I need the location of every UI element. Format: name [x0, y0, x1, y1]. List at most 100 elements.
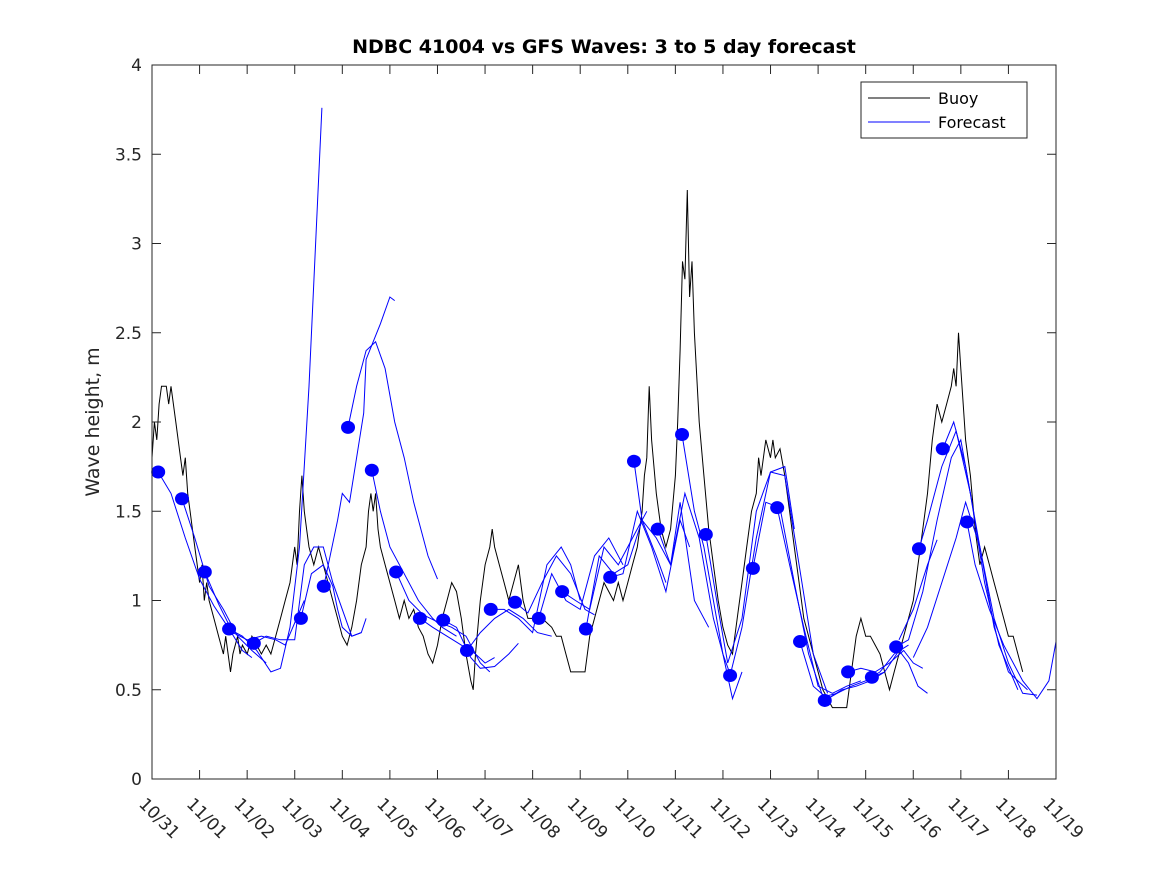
x-tick-label: 10/31	[134, 794, 183, 843]
x-tick-label: 11/02	[230, 794, 279, 843]
forecast-line	[514, 554, 595, 616]
forecast-start-dot	[770, 501, 785, 515]
forecast-start-dot	[197, 565, 212, 579]
forecast-line	[912, 500, 1028, 691]
legend-buoy-label: Buoy	[938, 89, 978, 108]
buoy-line	[151, 189, 1024, 709]
buoy-series	[151, 189, 1024, 709]
x-tick-label: 11/19	[1038, 794, 1087, 843]
forecast-line	[538, 537, 624, 619]
forecast-line	[585, 518, 667, 630]
forecast-line	[419, 617, 495, 664]
forecast-start-dot	[316, 579, 331, 593]
y-tick-label: 0	[131, 770, 142, 790]
y-tick-label: 1	[131, 592, 142, 612]
forecast-line	[898, 539, 938, 641]
forecast-start-dot	[841, 665, 856, 679]
forecast-line	[561, 511, 648, 611]
y-axis: 0 0.5 1 1.5 2 2.5 3 3.5 4	[115, 56, 1056, 790]
forecast-line	[776, 507, 862, 694]
x-tick-label: 11/03	[277, 794, 326, 843]
forecast-start-markers	[151, 420, 975, 707]
forecast-line	[871, 649, 928, 694]
y-tick-label: 2	[131, 413, 142, 433]
forecast-line	[942, 420, 1038, 696]
chart-title: NDBC 41004 vs GFS Waves: 3 to 5 day fore…	[352, 36, 856, 58]
y-tick-label: 3	[131, 235, 142, 255]
forecast-line	[610, 509, 691, 594]
x-tick-label: 11/18	[991, 794, 1040, 843]
forecast-start-dot	[911, 542, 926, 556]
forecast-start-dot	[508, 595, 523, 609]
y-axis-label: Wave height, m	[82, 347, 104, 496]
x-tick-label: 11/01	[182, 794, 231, 843]
x-tick-label: 11/09	[563, 794, 612, 843]
x-tick-label: 11/11	[658, 794, 707, 843]
forecast-start-dot	[698, 527, 713, 541]
y-tick-label: 2.5	[115, 324, 142, 344]
forecast-start-dot	[650, 522, 665, 536]
x-tick-label: 11/14	[801, 794, 850, 843]
forecast-line	[228, 107, 323, 673]
forecast-start-dot	[864, 670, 879, 684]
y-tick-label: 0.5	[115, 681, 142, 701]
forecast-start-dot	[364, 463, 379, 477]
forecast-line	[300, 564, 367, 637]
forecast-line	[253, 546, 362, 644]
forecast-start-dot	[222, 622, 237, 636]
forecast-start-dot	[578, 622, 593, 636]
forecast-start-dot	[174, 492, 189, 506]
forecast-start-dot	[555, 585, 570, 599]
forecast-line	[157, 471, 253, 659]
x-tick-label: 11/15	[848, 794, 897, 843]
forecast-start-dot	[935, 442, 950, 456]
forecast-series	[157, 107, 1057, 701]
forecast-line	[181, 498, 267, 664]
x-tick-label: 11/16	[896, 794, 945, 843]
forecast-start-dot	[341, 420, 356, 434]
legend-forecast-label: Forecast	[938, 113, 1006, 132]
x-tick-label: 11/08	[515, 794, 564, 843]
forecast-start-dot	[459, 643, 474, 657]
legend: Buoy Forecast	[860, 81, 1028, 139]
forecast-line	[824, 644, 909, 701]
forecast-line	[847, 649, 924, 673]
forecast-start-dot	[531, 611, 546, 625]
forecast-start-dot	[817, 693, 832, 707]
x-tick-label: 11/05	[372, 794, 421, 843]
forecast-line	[442, 619, 519, 669]
forecast-start-dot	[246, 636, 261, 650]
legend-box	[860, 81, 1028, 139]
y-tick-label: 1.5	[115, 502, 142, 522]
forecast-start-dot	[412, 611, 427, 625]
forecast-start-dot	[436, 613, 451, 627]
plot-area	[152, 65, 1056, 779]
x-tick-label: 11/10	[610, 794, 659, 843]
x-tick-label: 11/04	[325, 794, 374, 843]
forecast-start-dot	[723, 668, 738, 682]
forecast-start-dot	[483, 602, 498, 616]
forecast-start-dot	[793, 635, 808, 649]
x-tick-label: 11/13	[753, 794, 802, 843]
forecast-line	[681, 434, 743, 701]
forecast-line	[729, 471, 829, 694]
forecast-line	[966, 521, 1057, 700]
forecast-start-dot	[889, 640, 904, 654]
forecast-line	[895, 438, 971, 648]
forecast-start-dot	[151, 465, 166, 479]
forecast-start-dot	[745, 561, 760, 575]
x-tick-label: 11/17	[943, 794, 992, 843]
forecast-start-dot	[626, 454, 641, 468]
x-tick-label: 11/06	[420, 794, 469, 843]
forecast-start-dot	[960, 515, 975, 529]
forecast-line	[347, 340, 438, 580]
x-tick-label: 11/12	[705, 794, 754, 843]
y-tick-label: 4	[131, 56, 142, 76]
forecast-line	[490, 546, 581, 634]
y-tick-label: 3.5	[115, 145, 142, 165]
forecast-line	[466, 608, 552, 651]
forecast-start-dot	[675, 427, 690, 441]
forecast-line	[323, 296, 396, 587]
forecast-start-dot	[389, 565, 404, 579]
